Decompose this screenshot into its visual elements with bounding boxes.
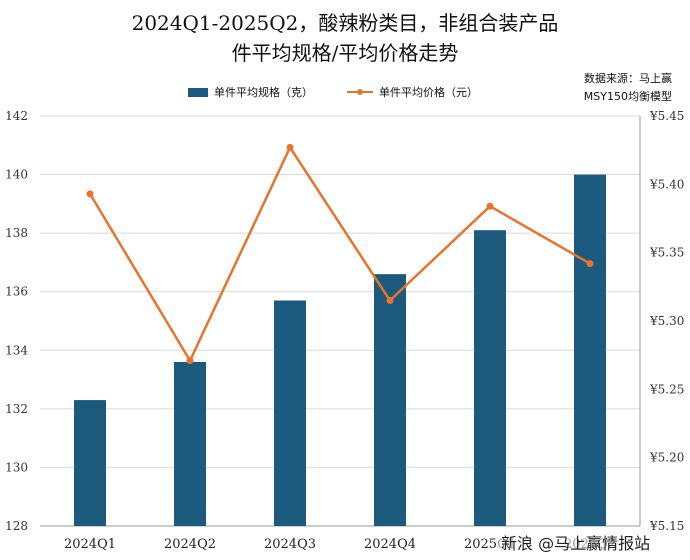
x-tick-label: 2024Q3: [264, 537, 316, 552]
x-tick-label: 2024Q4: [364, 537, 416, 552]
x-tick-label: 2024Q2: [164, 537, 216, 552]
source-line-2: MSY150均衡模型: [583, 90, 672, 103]
legend-item-bar: 单件平均规格（克）: [188, 84, 313, 100]
chart-title: 2024Q1-2025Q2，酸辣粉类目，非组合装产品 件平均规格/平均价格走势: [0, 8, 690, 68]
y-right-tick-label: ¥5.40: [649, 177, 684, 191]
price-point-2024Q4: [386, 297, 394, 304]
y-right-tick-label: ¥5.25: [649, 382, 684, 396]
y-left-tick-label: 140: [5, 168, 28, 182]
y-left-tick-label: 128: [5, 519, 28, 533]
y-right-tick-label: ¥5.30: [649, 314, 684, 328]
legend-line-label: 单件平均价格（元）: [379, 86, 478, 99]
y-left-tick-label: 136: [5, 285, 28, 299]
bar-2024Q4: [374, 274, 406, 526]
title-line-1: 2024Q1-2025Q2，酸辣粉类目，非组合装产品: [131, 11, 559, 35]
bar-2024Q1: [74, 400, 106, 526]
y-left-tick-label: 132: [5, 402, 28, 416]
y-right-tick-label: ¥5.15: [649, 519, 684, 533]
price-point-2025Q2: [586, 260, 594, 268]
y-right-tick-label: ¥5.35: [649, 246, 684, 260]
legend: 单件平均规格（克） 单件平均价格（元）: [188, 84, 512, 100]
y-left-tick-label: 130: [5, 460, 28, 474]
bar-2024Q3: [274, 300, 306, 526]
bar-2024Q2: [174, 362, 206, 526]
x-tick-label: 2024Q1: [64, 537, 116, 552]
price-point-2025Q1: [486, 202, 494, 210]
bar-2025Q1: [474, 230, 506, 526]
legend-line-swatch: [347, 89, 373, 95]
legend-bar-swatch: [188, 87, 208, 97]
bar-2025Q2: [574, 174, 606, 527]
y-right-tick-label: ¥5.20: [649, 451, 684, 465]
y-right-tick-label: ¥5.45: [649, 109, 684, 123]
legend-item-line: 单件平均价格（元）: [347, 84, 478, 100]
data-source-note: 数据来源：马上赢 MSY150均衡模型: [584, 70, 672, 106]
y-left-tick-label: 142: [5, 109, 28, 123]
price-line: [88, 144, 591, 364]
y-left-tick-label: 138: [5, 226, 28, 240]
legend-bar-label: 单件平均规格（克）: [214, 86, 313, 99]
price-point-2024Q3: [286, 143, 294, 151]
price-point-2024Q1: [86, 190, 94, 198]
watermark: 新浪 @马上赢情报站: [498, 530, 654, 554]
y-left-tick-label: 134: [5, 343, 28, 357]
title-line-2: 件平均规格/平均价格走势: [231, 41, 459, 65]
source-line-1: 数据来源：马上赢: [584, 72, 672, 85]
price-point-2024Q2: [186, 357, 194, 365]
